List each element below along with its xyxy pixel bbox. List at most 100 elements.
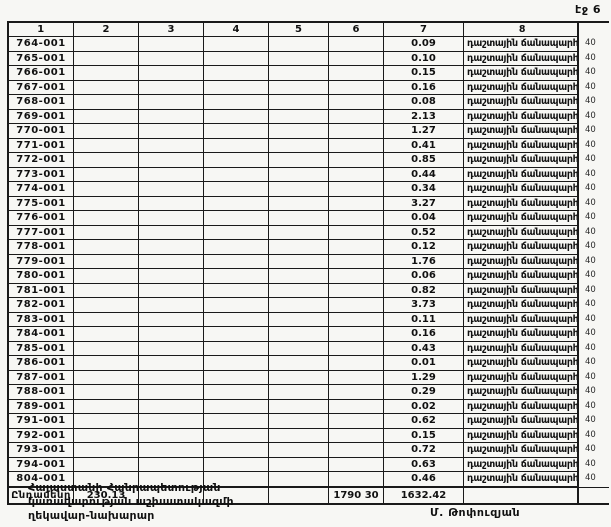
area-value: 0.46 — [384, 472, 464, 487]
area-value: 0.52 — [384, 225, 464, 240]
parcel-id: 764-001 — [7, 37, 74, 52]
empty-cell — [139, 443, 204, 458]
empty-cell — [74, 167, 139, 182]
parcel-id: 791-001 — [7, 414, 74, 429]
empty-cell — [269, 269, 329, 284]
column-header: 1 — [7, 21, 74, 37]
parcel-id: 771-001 — [7, 138, 74, 153]
empty-cell — [269, 196, 329, 211]
empty-cell — [204, 356, 269, 371]
empty-cell — [204, 399, 269, 414]
empty-cell — [139, 167, 204, 182]
land-use-label: դաշտային ճանապարհ — [464, 356, 579, 371]
empty-cell — [204, 138, 269, 153]
land-use-label: դաշտային ճանապարհ — [464, 385, 579, 400]
empty-cell — [269, 80, 329, 95]
column-header: 3 — [139, 21, 204, 37]
empty-cell — [329, 399, 384, 414]
empty-cell — [74, 211, 139, 226]
land-use-label: դաշտային ճանապարհ — [464, 167, 579, 182]
parcel-id: 776-001 — [7, 211, 74, 226]
column-header: 4 — [204, 21, 269, 37]
empty-cell — [329, 153, 384, 168]
margin-note: 40 — [585, 139, 596, 150]
empty-cell — [139, 95, 204, 110]
table-row: 767-001 0.16 դաշտային ճանապարհ 40 — [7, 80, 609, 95]
area-value: 0.15 — [384, 428, 464, 443]
land-use-label: դաշտային ճանապարհ — [464, 211, 579, 226]
empty-cell — [74, 80, 139, 95]
margin-note: 40 — [585, 110, 596, 121]
parcel-id: 772-001 — [7, 153, 74, 168]
signatory-name: Մ. Թոփուզյան — [430, 506, 521, 519]
area-value: 0.41 — [384, 138, 464, 153]
land-use-label: դաշտային ճանապարհ — [464, 153, 579, 168]
land-use-label: դաշտային ճանապարհ — [464, 399, 579, 414]
column-header: 8 — [464, 21, 579, 37]
parcel-id: 788-001 — [7, 385, 74, 400]
table-row: 804-001 0.46 դաշտային ճանապարհ 40 — [7, 472, 609, 487]
empty-cell — [74, 196, 139, 211]
empty-cell — [204, 298, 269, 313]
empty-cell — [329, 341, 384, 356]
empty-cell — [74, 225, 139, 240]
empty-cell — [139, 51, 204, 66]
empty-cell — [204, 167, 269, 182]
parcel-id: 781-001 — [7, 283, 74, 298]
margin-note: 40 — [585, 125, 596, 135]
empty-cell — [139, 414, 204, 429]
empty-cell — [204, 472, 269, 487]
total-col7-value: 1632.42 — [384, 486, 464, 505]
table-row: 764-001 0.09 դաշտային ճանապարհ 40 — [7, 37, 609, 52]
empty-cell — [269, 124, 329, 139]
empty-cell — [329, 138, 384, 153]
parcel-id: 783-001 — [7, 312, 74, 327]
empty-cell — [329, 80, 384, 95]
area-value: 0.09 — [384, 37, 464, 52]
empty-cell — [464, 486, 579, 505]
column-header: 5 — [269, 21, 329, 37]
empty-cell — [269, 298, 329, 313]
table-row: 789-001 0.02 դաշտային ճանապարհ 40 — [7, 399, 609, 414]
empty-cell — [139, 269, 204, 284]
land-use-label: դաշտային ճանապարհ — [464, 312, 579, 327]
parcel-id: 765-001 — [7, 51, 74, 66]
empty-cell — [329, 51, 384, 66]
empty-cell — [74, 138, 139, 153]
table-row: 771-001 0.41 դաշտային ճանապարհ 40 — [7, 138, 609, 153]
empty-cell — [269, 51, 329, 66]
empty-cell — [139, 196, 204, 211]
empty-cell — [74, 385, 139, 400]
table-row: 786-001 0.01 դաշտային ճանապարհ 40 — [7, 356, 609, 371]
empty-cell — [139, 486, 204, 505]
empty-cell — [204, 51, 269, 66]
empty-cell — [204, 109, 269, 124]
empty-cell — [329, 240, 384, 255]
margin-note: 40 — [585, 299, 596, 309]
empty-cell — [269, 356, 329, 371]
empty-cell — [269, 414, 329, 429]
table-row: 776-001 0.04 դաշտային ճանապարհ 40 — [7, 211, 609, 226]
empty-cell — [74, 109, 139, 124]
area-value: 0.44 — [384, 167, 464, 182]
empty-cell — [329, 443, 384, 458]
margin-note: 40 — [585, 226, 596, 237]
margin-note: 40 — [585, 284, 596, 295]
empty-cell — [204, 414, 269, 429]
empty-cell — [139, 66, 204, 81]
empty-cell — [269, 457, 329, 472]
empty-cell — [139, 312, 204, 327]
table-row: 770-001 1.27 դաշտային ճանապարհ 40 — [7, 124, 609, 139]
empty-cell — [74, 51, 139, 66]
margin-note: 40 — [585, 241, 596, 251]
area-value: 3.73 — [384, 298, 464, 313]
margin-note: 40 — [585, 52, 596, 63]
empty-cell — [139, 457, 204, 472]
table-row: 772-001 0.85 դաշտային ճանապարհ 40 — [7, 153, 609, 168]
empty-cell — [329, 124, 384, 139]
land-use-label: դաշտային ճանապարհ — [464, 457, 579, 472]
empty-cell — [139, 109, 204, 124]
empty-cell — [139, 240, 204, 255]
total-col2-value: 230.13 — [74, 486, 139, 505]
